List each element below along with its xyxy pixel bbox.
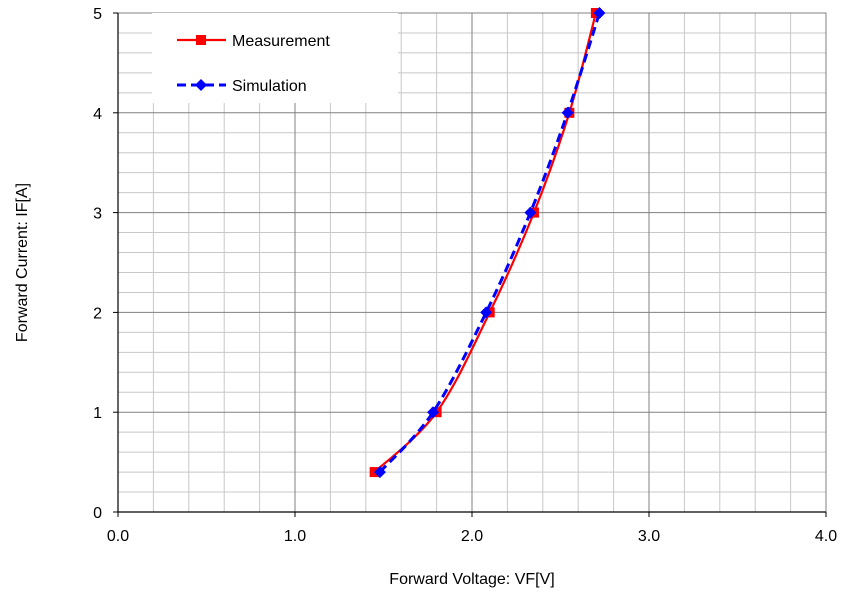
data-point-simulation xyxy=(593,7,606,19)
legend-marker-simulation xyxy=(195,79,207,91)
data-point-simulation xyxy=(480,306,493,319)
legend-box xyxy=(152,13,398,103)
x-tick-label: 1.0 xyxy=(284,528,306,545)
y-tick-label: 5 xyxy=(93,6,102,23)
legend-marker-measurement xyxy=(196,35,206,45)
legend-label-simulation: Simulation xyxy=(232,78,307,95)
y-tick-label: 0 xyxy=(93,505,102,522)
y-tick-label: 3 xyxy=(93,206,102,223)
x-tick-label: 4.0 xyxy=(815,528,837,545)
x-tick-label: 3.0 xyxy=(638,528,660,545)
y-axis-title: Forward Current: IF[A] xyxy=(14,183,31,342)
data-point-simulation xyxy=(524,206,537,219)
data-point-simulation xyxy=(427,406,440,419)
y-tick-label: 4 xyxy=(93,106,102,123)
axes: 0.0 1.0 2.0 3.0 4.0 0 1 2 3 4 5 xyxy=(93,6,837,545)
legend-label-measurement: Measurement xyxy=(232,33,330,50)
y-tick-label: 1 xyxy=(93,405,102,422)
x-axis-title: Forward Voltage: VF[V] xyxy=(389,571,554,588)
series-simulation xyxy=(373,7,606,479)
x-tick-label: 2.0 xyxy=(461,528,483,545)
legend: Measurement Simulation xyxy=(152,13,398,103)
data-point-simulation xyxy=(373,466,386,479)
y-tick-label: 2 xyxy=(93,305,102,322)
series-layer xyxy=(369,7,606,479)
x-tick-label: 0.0 xyxy=(107,528,129,545)
data-point-simulation xyxy=(561,106,574,119)
series-line-simulation xyxy=(378,12,601,474)
